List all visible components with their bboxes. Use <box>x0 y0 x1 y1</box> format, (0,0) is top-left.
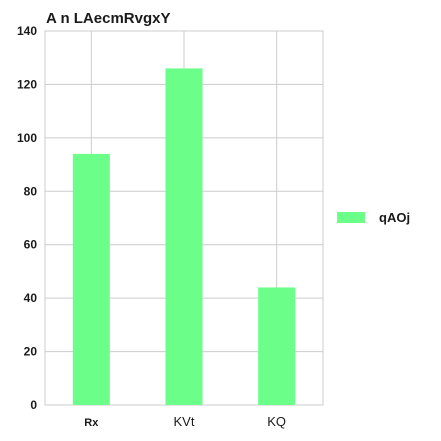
x-tick-label: KQ <box>267 414 286 429</box>
y-tick-label: 120 <box>17 77 37 91</box>
legend-swatch <box>337 212 365 223</box>
legend-label: qAOj <box>379 210 410 225</box>
x-tick-label: Rx <box>84 417 99 429</box>
chart-title: A n LAecmRvgxY <box>46 10 170 27</box>
y-axis-ticks: 0 20 40 60 80 100 120 140 <box>17 24 37 412</box>
y-tick-label: 60 <box>24 238 38 252</box>
bar-rx <box>72 153 110 405</box>
bars <box>72 68 296 406</box>
y-tick-label: 100 <box>17 131 37 145</box>
legend: qAOj <box>337 210 410 225</box>
y-tick-label: 0 <box>30 398 37 412</box>
y-tick-label: 20 <box>24 345 38 359</box>
x-axis-ticks: Rx KVt KQ <box>84 414 286 429</box>
bar-kq <box>258 287 296 405</box>
y-tick-label: 40 <box>24 291 38 305</box>
bar-kvt <box>165 68 203 406</box>
y-tick-label: 140 <box>17 24 37 38</box>
x-tick-label: KVt <box>174 414 195 429</box>
y-tick-label: 80 <box>24 184 38 198</box>
